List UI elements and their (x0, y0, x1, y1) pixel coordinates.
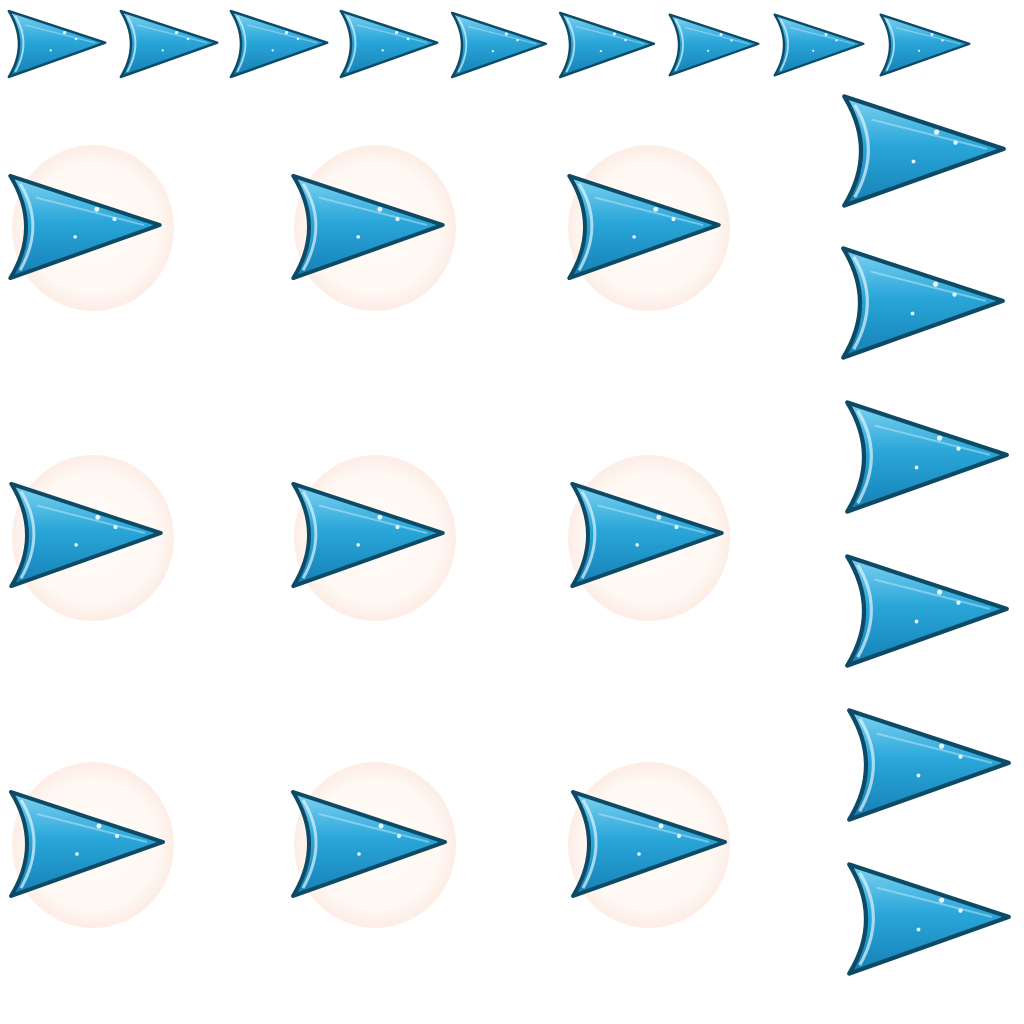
play-arrow-icon (565, 476, 729, 594)
play-arrow-icon (4, 476, 168, 594)
play-arrow-icon (556, 8, 658, 82)
play-arrow-icon (336, 6, 442, 82)
play-arrow-icon (840, 856, 1018, 982)
play-arrow-icon (4, 6, 110, 82)
play-arrow-icon (285, 476, 451, 594)
play-arrow-icon (838, 394, 1016, 520)
play-arrow-icon (285, 168, 451, 286)
play-arrow-icon (770, 10, 868, 80)
play-arrow-icon (840, 702, 1018, 828)
play-arrow-icon (226, 6, 332, 82)
play-arrow-icon (4, 784, 170, 904)
play-arrow-icon (834, 240, 1012, 366)
play-arrow-icon (116, 6, 222, 82)
play-arrow-icon (838, 548, 1016, 674)
play-arrow-icon (876, 10, 974, 80)
play-arrow-icon (561, 168, 727, 286)
play-arrow-icon (664, 10, 764, 80)
play-arrow-icon (446, 8, 552, 82)
play-arrow-icon (834, 88, 1014, 214)
play-arrow-icon (4, 168, 166, 286)
play-arrow-icon (567, 784, 731, 904)
play-arrow-icon (287, 784, 451, 904)
